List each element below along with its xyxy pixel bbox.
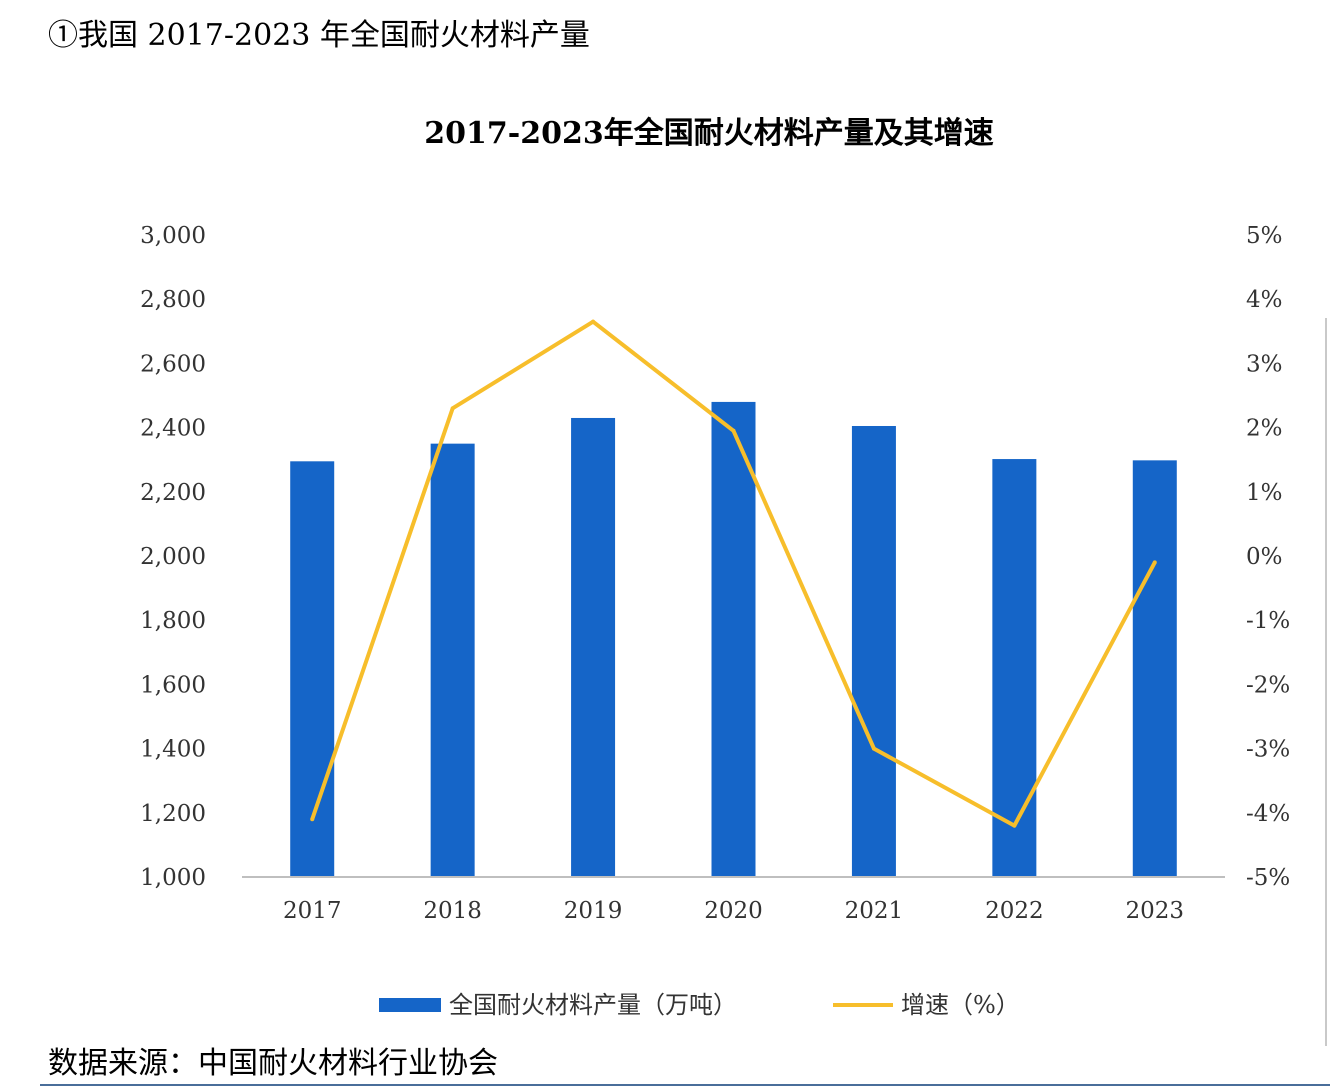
x-tick-label: 2021: [845, 898, 904, 924]
legend-bar-swatch: [379, 998, 441, 1012]
left-tick-label: 2,000: [140, 544, 206, 570]
growth-point: [871, 746, 876, 751]
right-tick-label: 2%: [1246, 416, 1283, 442]
chart-title: 2017-2023年全国耐火材料产量及其增速: [424, 116, 993, 151]
bottom-divider: [40, 1084, 1330, 1086]
production-bar: [290, 461, 335, 877]
right-tick-label: -3%: [1246, 737, 1290, 763]
x-tick-label: 2020: [704, 898, 763, 924]
growth-point: [731, 428, 736, 433]
left-tick-label: 1,400: [140, 737, 206, 763]
left-tick-label: 2,600: [140, 351, 206, 377]
left-tick-label: 2,800: [140, 287, 206, 313]
right-y-axis: -5% -4% -3% -2% -1% 0% 1% 2% 3% 4% 5%: [1246, 223, 1290, 891]
left-tick-label: 3,000: [140, 223, 206, 249]
legend-bar-label: 全国耐火材料产量（万吨）: [449, 991, 737, 1019]
right-tick-label: -2%: [1246, 672, 1290, 698]
right-tick-label: 3%: [1246, 351, 1283, 377]
x-tick-label: 2018: [423, 898, 482, 924]
legend: 全国耐火材料产量（万吨） 增速（%）: [379, 991, 1020, 1019]
production-bar: [851, 425, 896, 877]
left-tick-label: 1,600: [140, 672, 206, 698]
right-tick-label: -4%: [1246, 801, 1290, 827]
right-tick-label: -1%: [1246, 608, 1290, 634]
growth-line: [310, 319, 1157, 828]
data-source: 数据来源：中国耐火材料行业协会: [48, 1046, 498, 1081]
production-bar: [571, 417, 616, 877]
section-heading: ①我国 2017-2023 年全国耐火材料产量: [48, 18, 590, 53]
left-tick-label: 1,200: [140, 801, 206, 827]
growth-point: [450, 406, 455, 411]
x-axis: 2017 2018 2019 2020 2021 2022 2023: [283, 898, 1184, 924]
legend-line-label: 增速（%）: [901, 991, 1020, 1019]
production-bar: [992, 459, 1037, 877]
x-tick-label: 2019: [564, 898, 623, 924]
growth-point: [1012, 823, 1017, 828]
right-tick-label: 1%: [1246, 480, 1283, 506]
right-tick-label: 4%: [1246, 287, 1283, 313]
production-bars: [290, 401, 1177, 877]
left-tick-label: 1,000: [140, 865, 206, 891]
production-bar: [1132, 460, 1177, 877]
x-tick-label: 2022: [985, 898, 1044, 924]
left-tick-label: 2,200: [140, 480, 206, 506]
production-bar: [711, 401, 756, 877]
left-y-axis: 1,000 1,200 1,400 1,600 1,800 2,000 2,200 2,400…: [140, 223, 206, 891]
left-tick-label: 1,800: [140, 608, 206, 634]
growth-point: [591, 319, 596, 324]
production-bar: [430, 443, 475, 877]
right-tick-label: 5%: [1246, 223, 1283, 249]
x-tick-label: 2017: [283, 898, 342, 924]
right-divider: [1325, 318, 1327, 1046]
growth-point: [310, 817, 315, 822]
left-tick-label: 2,400: [140, 416, 206, 442]
right-tick-label: 0%: [1246, 544, 1283, 570]
x-tick-label: 2023: [1126, 898, 1185, 924]
growth-point: [1152, 560, 1157, 565]
right-tick-label: -5%: [1246, 865, 1290, 891]
